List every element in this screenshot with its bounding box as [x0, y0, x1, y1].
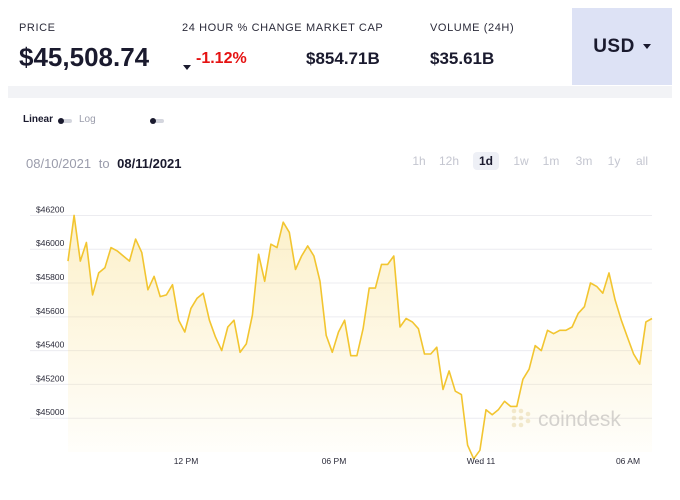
date-from[interactable]: 08/10/2021: [26, 156, 92, 171]
scale-log-label[interactable]: Log: [79, 114, 96, 125]
price-chart[interactable]: $45000 $45200 $45400 $45600 $45800 $46000 $462…: [0, 190, 680, 470]
price-area: [68, 215, 652, 459]
y-tick-label: $45600: [36, 306, 65, 316]
date-range: 08/10/2021 to 08/11/2021: [26, 156, 182, 171]
range-tab-3m[interactable]: 3m: [575, 154, 593, 168]
range-tab-1w[interactable]: 1w: [513, 154, 529, 168]
y-tick-label: $46000: [36, 238, 65, 248]
date-to-word: to: [98, 156, 110, 171]
change-value: -1.12%: [196, 50, 247, 67]
range-tab-1m[interactable]: 1m: [542, 154, 560, 168]
date-to[interactable]: 08/11/2021: [117, 156, 182, 171]
chevron-down-icon: [642, 44, 651, 49]
x-tick-label: 06 AM: [616, 456, 640, 466]
y-tick-label: $45400: [36, 340, 65, 350]
price-line: [67, 214, 653, 460]
scale-toggle[interactable]: [58, 118, 72, 124]
x-tick-label: 06 PM: [322, 456, 347, 466]
range-tab-all[interactable]: all: [635, 154, 649, 168]
volume-label: VOLUME (24H): [430, 22, 515, 34]
scale-linear-label[interactable]: Linear: [23, 114, 54, 125]
volume-value: $35.61B: [430, 49, 495, 68]
range-tab-12h[interactable]: 12h: [438, 154, 460, 168]
x-tick-label: Wed 11: [467, 456, 496, 466]
range-tab-1h[interactable]: 1h: [412, 154, 426, 168]
y-tick-label: $45200: [36, 373, 65, 383]
y-tick-label: $46200: [36, 204, 65, 214]
range-tab-1y[interactable]: 1y: [607, 154, 621, 168]
stats-bar: PRICE $45,508.74 24 HOUR % CHANGE -1.12%…: [0, 0, 680, 86]
change-label: 24 HOUR % CHANGE: [182, 22, 303, 34]
secondary-toggle[interactable]: [150, 118, 164, 124]
y-tick-label: $45800: [36, 272, 65, 282]
price-label: PRICE: [19, 22, 56, 34]
y-axis: $45000 $45200 $45400 $45600 $45800 $46000 $462…: [36, 204, 65, 417]
x-tick-label: 12 PM: [174, 456, 199, 466]
currency-label: USD: [593, 35, 635, 57]
price-value: $45,508.74: [19, 42, 150, 72]
market-cap-value: $854.71B: [306, 49, 380, 68]
market-cap-label: MARKET CAP: [306, 22, 384, 34]
currency-selector[interactable]: USD: [572, 8, 672, 85]
divider: [8, 86, 672, 98]
y-tick-label: $45000: [36, 407, 65, 417]
range-tab-1d[interactable]: 1d: [472, 152, 500, 170]
x-axis: 12 PM 06 PM Wed 11 06 AM: [174, 456, 640, 466]
caret-down-icon: [183, 57, 191, 75]
